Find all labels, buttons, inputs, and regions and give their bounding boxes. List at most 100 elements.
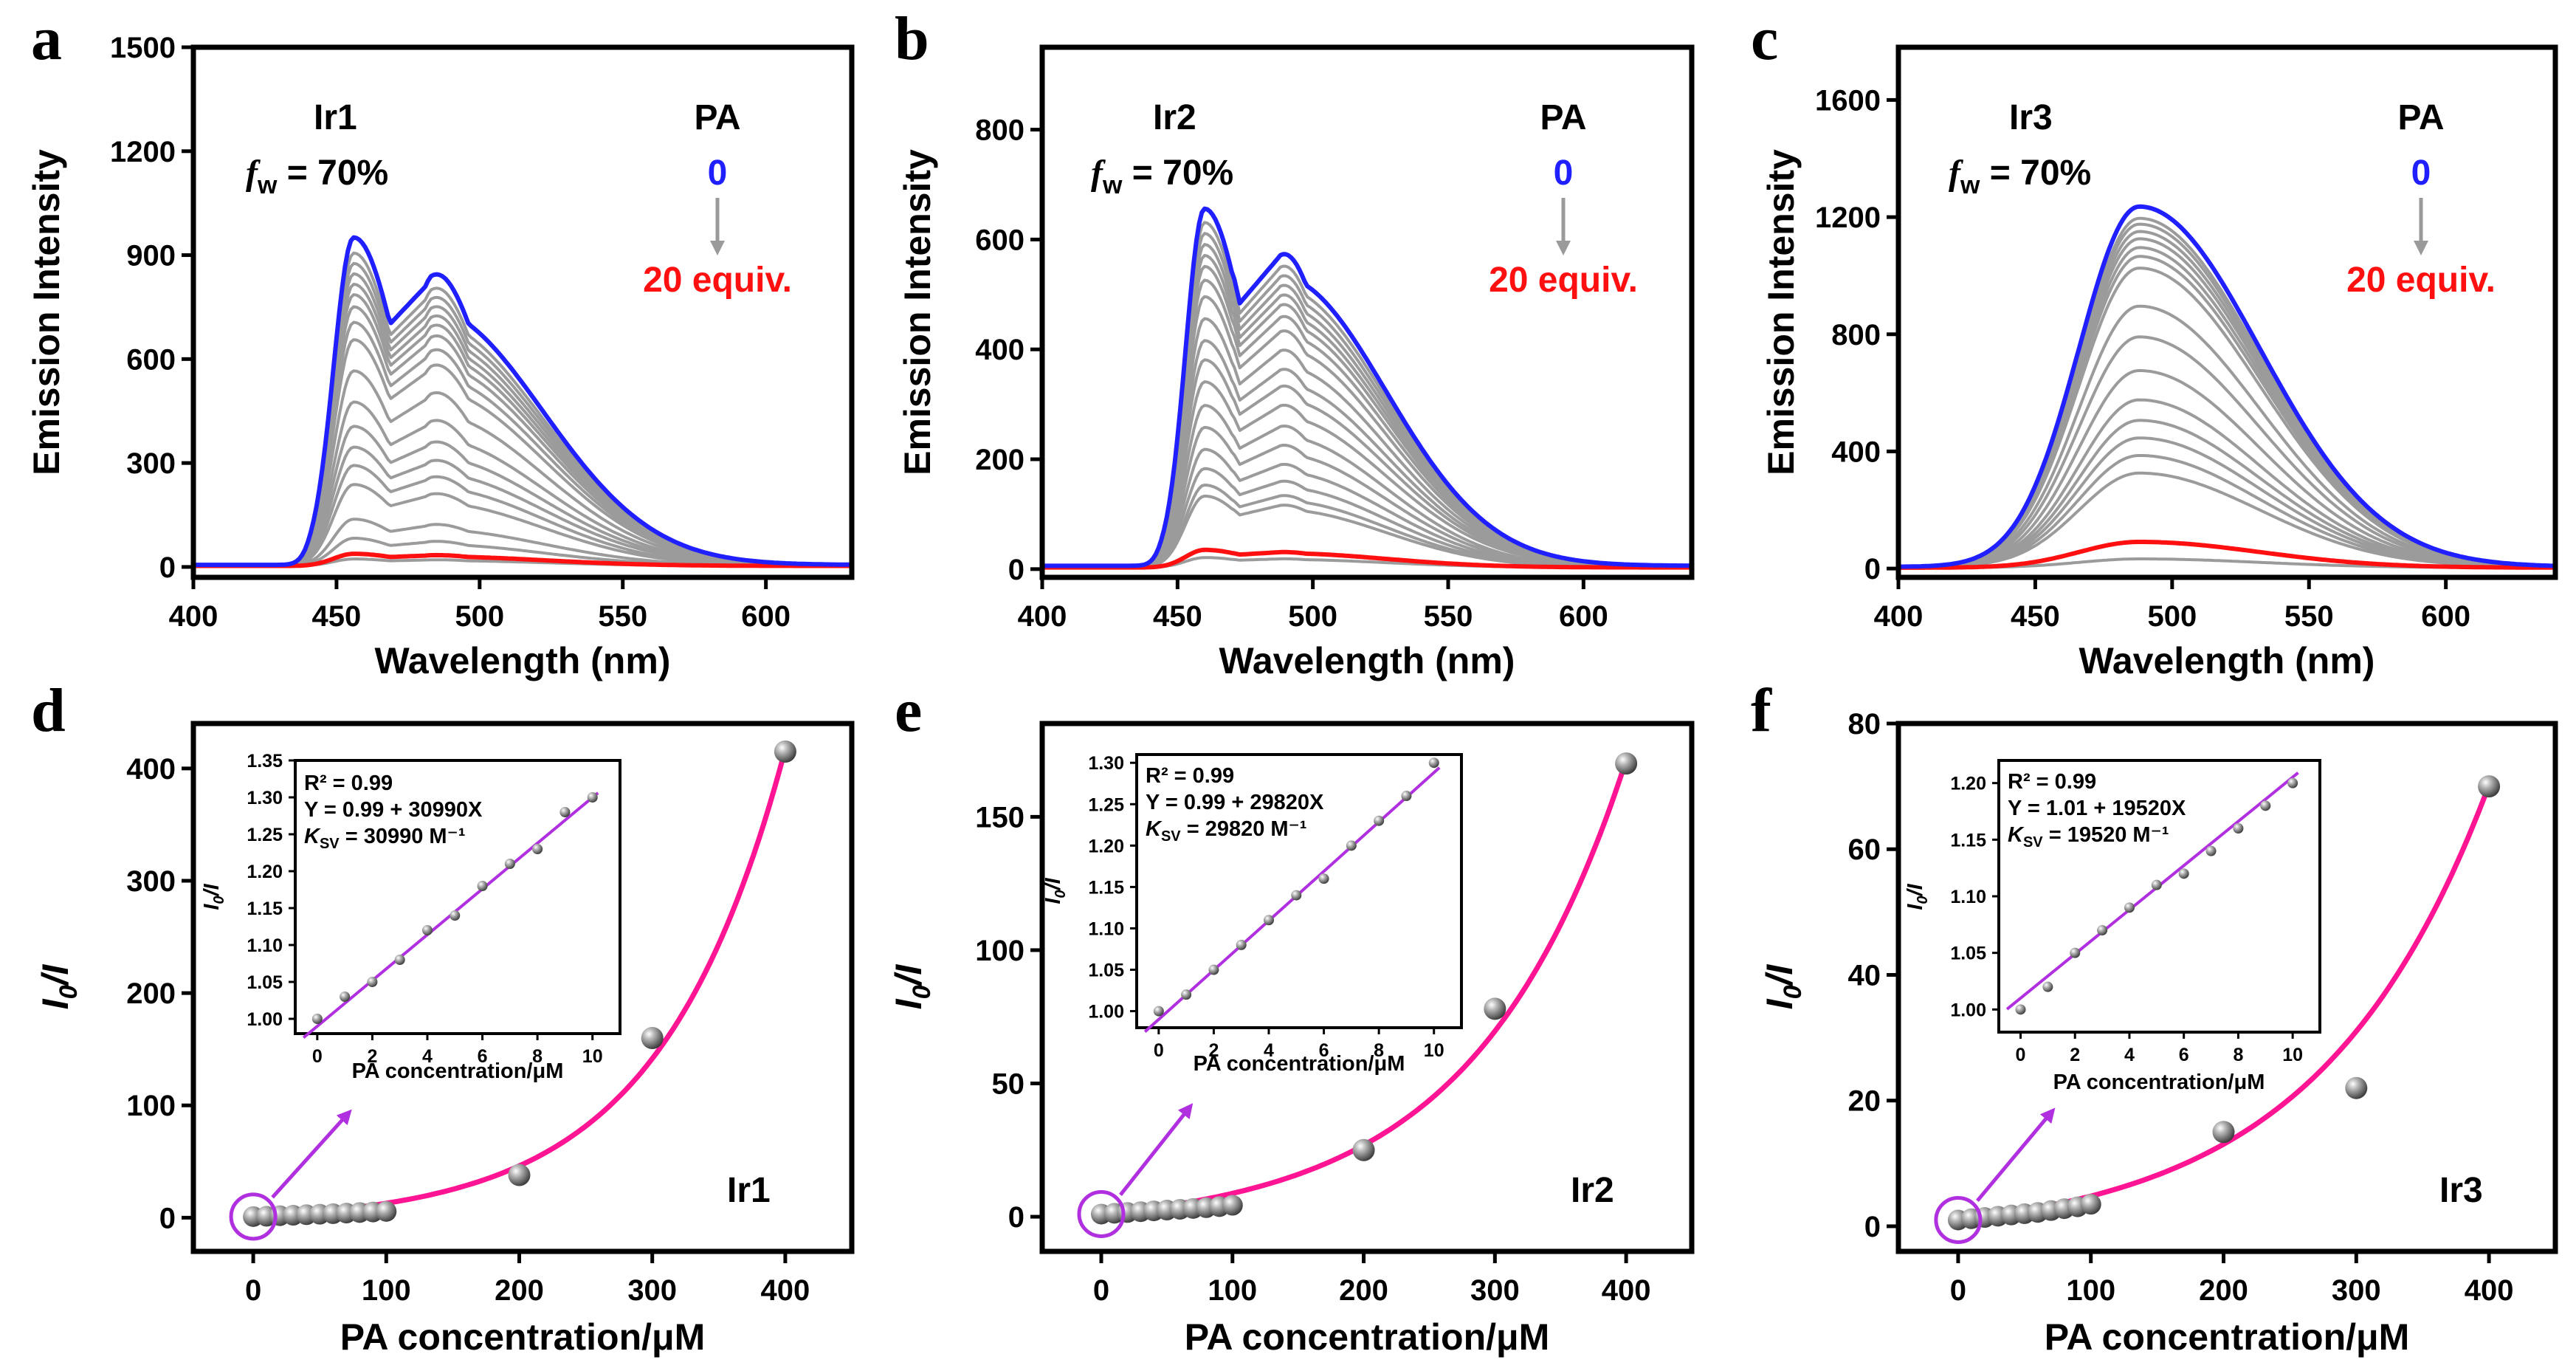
inset-y-ticks-d: 1.00 1.05 1.10 1.15 1.20 1.25 1.30 1.35: [247, 751, 295, 1030]
x-tick-label: 0: [312, 1046, 323, 1067]
y-tick-label: 300: [126, 447, 176, 480]
y-tick-label: 1.15: [1950, 830, 1986, 851]
inset-y-label-e: I0/I: [1041, 877, 1069, 904]
inset-data-point: [2233, 823, 2244, 834]
inset-data-point: [1346, 840, 1357, 851]
x-axis-label-b: Wavelength (nm): [1219, 640, 1515, 681]
y-tick-label: 1.25: [247, 825, 283, 845]
inset-data-point: [532, 844, 543, 854]
data-point: [2212, 1121, 2235, 1144]
spectrum-initial: [1042, 206, 1692, 568]
y-tick-label: 1.10: [1088, 918, 1124, 939]
inset-linear-fit: [1143, 766, 1441, 1033]
y-tick-label: 1.10: [247, 935, 283, 956]
y-tick-label: 150: [975, 801, 1024, 834]
spectra-plot-c: [1898, 204, 2556, 570]
inset-ksv-f: KSV = 19520 M⁻¹: [2008, 823, 2169, 851]
panel-letter-e: e: [895, 676, 922, 745]
spectra-plot-b: [1042, 206, 1692, 570]
x-tick-label: 600: [1559, 600, 1608, 633]
y-tick-label: 1.10: [1950, 887, 1986, 907]
x-ticks-e: 0 100 200 300 400: [1093, 1251, 1651, 1307]
y-tick-label: 1.05: [1088, 961, 1124, 981]
frame-a: [190, 44, 855, 580]
y-ticks-b: 0 200 400 600 800: [975, 114, 1042, 586]
x-tick-label: 0: [1154, 1040, 1164, 1061]
panel-letter-a: a: [31, 4, 62, 73]
spectrum-intermediate: [1898, 398, 2555, 568]
inset-data-point: [2015, 1004, 2026, 1015]
stern-volmer-plot-e: [1077, 752, 1638, 1238]
y-tick-label: 0: [1008, 554, 1024, 586]
y-tick-label: 0: [159, 1202, 176, 1234]
stern-volmer-plot-f: [1934, 775, 2501, 1244]
x-tick-label: 400: [1018, 600, 1067, 633]
y-tick-label: 1.05: [247, 972, 283, 993]
inset-data-point: [1263, 915, 1274, 926]
x-ticks-a: 400 450 500 550 600: [169, 577, 791, 633]
spectrum-intermediate: [193, 283, 853, 567]
y-tick-label: 400: [975, 334, 1024, 366]
x-tick-label: 550: [598, 600, 647, 633]
inset-equation-f: Y = 1.01 + 19520X: [2008, 797, 2186, 820]
inset-data-point: [2124, 902, 2135, 913]
x-tick-label: 400: [1602, 1274, 1651, 1307]
data-point: [2478, 775, 2501, 798]
x-axis-label-d: PA concentration/μM: [340, 1316, 706, 1358]
inset-data-point: [2205, 845, 2217, 856]
inset-data-point: [394, 955, 405, 965]
inset-x-label-e: PA concentration/μM: [1194, 1052, 1405, 1076]
y-ticks-d: 0 100 200 300 400: [126, 753, 193, 1234]
spectrum-intermediate: [1898, 304, 2556, 568]
data-point: [1615, 752, 1638, 775]
spectrum-initial: [1898, 204, 2556, 569]
inset-data-point: [1208, 964, 1219, 975]
y-axis-label-a: Emission Intensity: [26, 149, 67, 475]
x-tick-label: 100: [2066, 1274, 2115, 1307]
y-ticks-c: 0 400 800 1200 1600: [1815, 84, 1898, 585]
x-tick-label: 450: [312, 600, 362, 633]
data-point: [1484, 997, 1506, 1020]
y-tick-label: 1.20: [1950, 774, 1986, 794]
inset-data-point: [504, 859, 515, 869]
inset-r2-e: R² = 0.99: [1146, 764, 1234, 788]
x-tick-label: 8: [1374, 1040, 1384, 1061]
x-tick-label: 500: [2147, 600, 2197, 633]
pa-start-b: 0: [1554, 154, 1574, 193]
x-ticks-f: 0 100 200 300 400: [1950, 1251, 2513, 1307]
y-axis-label-c: Emission Intensity: [1760, 149, 1802, 475]
spectra-plot-a: [193, 235, 853, 568]
inset-data-point: [2097, 925, 2108, 935]
x-tick-label: 10: [1424, 1040, 1444, 1061]
y-tick-label: 1.15: [1088, 877, 1124, 898]
x-tick-label: 4: [1264, 1040, 1274, 1061]
data-point: [1222, 1195, 1243, 1216]
spectrum-intermediate: [193, 320, 852, 567]
compound-label-e: Ir2: [1571, 1171, 1614, 1210]
x-tick-label: 200: [1339, 1274, 1388, 1307]
x-tick-label: 8: [532, 1046, 543, 1067]
x-tick-label: 300: [627, 1274, 677, 1307]
pa-label-a: PA: [694, 98, 740, 137]
y-tick-label: 800: [975, 114, 1024, 147]
data-point: [2345, 1076, 2368, 1099]
y-tick-label: 900: [126, 240, 176, 272]
x-axis-label-c: Wavelength (nm): [2079, 640, 2375, 681]
y-axis-label-e: I0/I: [888, 964, 936, 1010]
y-ticks-e: 0 50 100 150: [975, 801, 1042, 1234]
spectrum-intermediate: [1042, 447, 1692, 569]
y-tick-label: 0: [1008, 1201, 1024, 1234]
x-tick-label: 100: [362, 1274, 411, 1307]
y-tick-label: 40: [1848, 959, 1881, 992]
x-tick-label: 200: [2199, 1274, 2248, 1307]
y-tick-label: 1600: [1815, 84, 1881, 117]
zoom-callout-circle: [229, 1192, 278, 1241]
panel-b: b 400 450 500 550 600 0 200 400 600 800 Waveleng…: [895, 4, 1695, 681]
x-tick-label: 6: [1319, 1040, 1329, 1061]
data-point: [1352, 1138, 1375, 1161]
y-tick-label: 1.30: [1088, 753, 1124, 774]
x-tick-label: 400: [1874, 600, 1924, 633]
y-tick-label: 100: [975, 935, 1024, 967]
y-tick-label: 400: [126, 753, 176, 786]
y-tick-label: 1500: [110, 32, 176, 64]
